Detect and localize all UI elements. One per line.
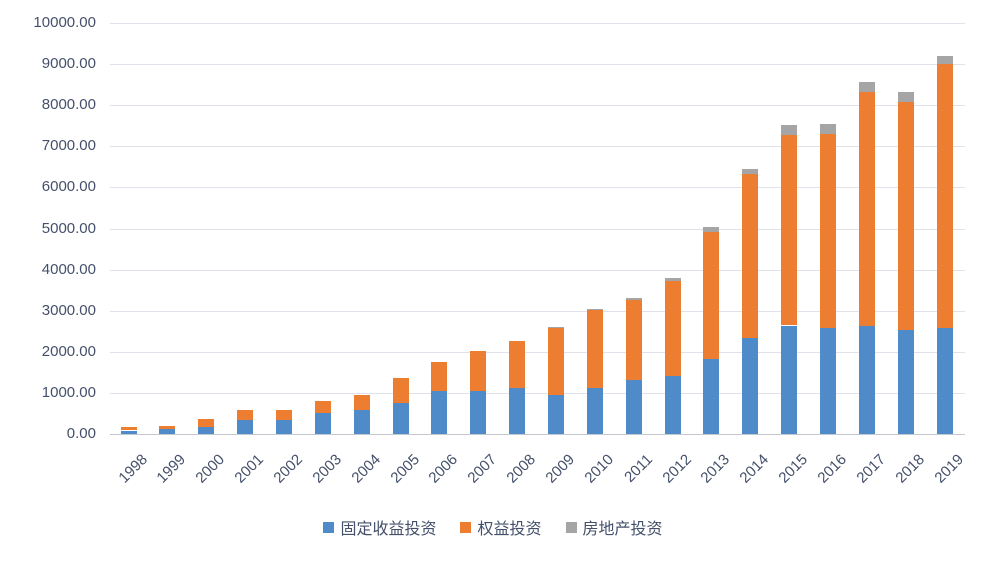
y-axis-tick-label: 2000.00	[41, 342, 96, 360]
bar-segment	[159, 426, 176, 430]
bar-segment	[353, 410, 370, 434]
gridline	[110, 23, 965, 24]
bar-segment	[431, 391, 448, 434]
bar-segment	[509, 341, 526, 389]
bar-segment	[936, 55, 953, 64]
legend-item: 权益投资	[460, 515, 542, 539]
bar-segment	[703, 231, 720, 359]
x-axis-line	[110, 434, 965, 435]
bar-segment	[198, 427, 215, 434]
y-axis-tick-label: 8000.00	[41, 96, 96, 114]
legend-swatch-icon	[323, 521, 335, 533]
bar-segment	[625, 300, 642, 380]
legend-swatch-icon	[460, 521, 472, 533]
bar-segment	[625, 298, 642, 301]
gridline	[110, 187, 965, 189]
legend-item: 房地产投资	[565, 515, 663, 539]
bar-segment	[742, 168, 759, 175]
bar-segment	[781, 135, 798, 326]
gridline	[110, 351, 965, 353]
bar-segment	[237, 420, 254, 434]
bar-segment	[742, 338, 759, 434]
bar-segment	[819, 133, 836, 328]
bar-segment	[509, 388, 526, 434]
gridline	[110, 146, 965, 148]
y-axis-tick-label: 4000.00	[41, 260, 96, 278]
y-axis-tick-label: 5000.00	[41, 219, 96, 237]
y-axis-tick-label: 3000.00	[41, 301, 96, 319]
bar-segment	[897, 91, 914, 102]
bar-segment	[781, 325, 798, 434]
bar-segment	[120, 427, 137, 431]
bar-segment	[781, 124, 798, 136]
bar-segment	[275, 419, 292, 434]
bar-segment	[586, 387, 603, 434]
bar-segment	[547, 327, 564, 329]
bar-segment	[547, 394, 564, 434]
bar-segment	[431, 362, 448, 392]
legend-label: 固定收益投资	[340, 521, 437, 538]
bar-segment	[936, 328, 953, 434]
gridline	[110, 310, 965, 312]
y-axis-tick-label: 10000.00	[33, 14, 96, 31]
bar-segment	[897, 101, 914, 330]
y-axis-tick-label: 1000.00	[41, 383, 96, 401]
y-axis-tick-label: 0.00	[66, 425, 96, 442]
gridline	[110, 64, 965, 66]
bar-segment	[314, 401, 331, 413]
legend-swatch-icon	[565, 521, 577, 533]
bar-segment	[314, 412, 331, 434]
gridline	[110, 269, 965, 271]
bar-segment	[353, 394, 370, 411]
gridline	[110, 228, 965, 230]
gridline	[110, 392, 965, 394]
bar-segment	[120, 430, 137, 434]
y-axis-tick-label: 6000.00	[41, 178, 96, 196]
bar-segment	[819, 123, 836, 134]
legend-label: 权益投资	[477, 521, 542, 538]
bar-segment	[819, 327, 836, 434]
bar-segment	[470, 351, 487, 391]
bar-segment	[936, 63, 953, 329]
bar-segment	[897, 330, 914, 434]
bar-segment	[664, 280, 681, 376]
bar-segment	[703, 358, 720, 434]
bar-segment	[703, 227, 720, 232]
legend-item: 固定收益投资	[323, 515, 436, 539]
bar-segment	[664, 277, 681, 281]
gridline	[110, 105, 965, 107]
bar-segment	[392, 377, 409, 404]
legend: 固定收益投资 权益投资 房地产投资	[0, 515, 986, 539]
bar-segment	[858, 82, 875, 92]
bar-segment	[625, 379, 642, 434]
bar-segment	[586, 310, 603, 388]
bar-segment	[275, 410, 292, 420]
bar-segment	[858, 91, 875, 327]
y-axis-tick-label: 9000.00	[41, 55, 96, 73]
bar-segment	[237, 409, 254, 421]
bar-segment	[586, 308, 603, 311]
y-axis-tick-label: 7000.00	[41, 137, 96, 155]
bar-segment	[664, 375, 681, 434]
bar-segment	[198, 419, 215, 428]
bar-segment	[392, 403, 409, 434]
legend-label: 房地产投资	[582, 521, 663, 538]
bar-segment	[159, 429, 176, 434]
bar-segment	[858, 326, 875, 434]
bar-segment	[547, 328, 564, 395]
bar-segment	[470, 390, 487, 434]
bar-segment	[742, 174, 759, 339]
